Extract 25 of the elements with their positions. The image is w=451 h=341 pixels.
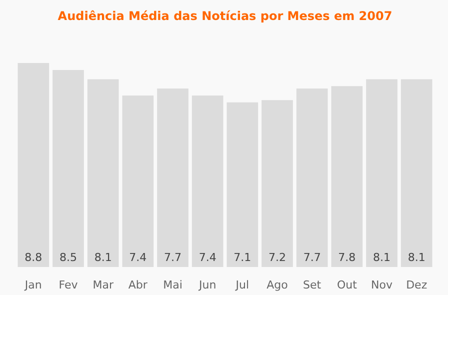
data-label: 7.7 bbox=[303, 251, 321, 264]
x-tick-label: Dez bbox=[406, 278, 428, 292]
x-tick-label: Mai bbox=[163, 278, 182, 292]
data-label: 7.2 bbox=[268, 251, 286, 264]
x-tick-label: Abr bbox=[128, 278, 148, 292]
data-label: 7.4 bbox=[198, 251, 216, 264]
x-tick-label: Mar bbox=[92, 278, 114, 292]
data-label: 8.1 bbox=[373, 251, 390, 264]
x-tick-label: Fev bbox=[58, 278, 78, 292]
x-tick-label: Jan bbox=[24, 278, 42, 292]
data-label: 7.7 bbox=[164, 251, 182, 264]
x-tick-label: Set bbox=[303, 278, 322, 292]
x-tick-label: Jun bbox=[198, 278, 216, 292]
x-tick-label: Nov bbox=[371, 278, 393, 292]
data-label: 8.1 bbox=[94, 251, 112, 264]
data-label: 8.8 bbox=[24, 251, 42, 264]
chart-title: Audiência Média das Notícias por Meses em 2007 bbox=[58, 9, 392, 23]
data-label: 8.5 bbox=[60, 251, 77, 264]
data-label: 7.8 bbox=[338, 251, 356, 264]
data-label: 8.1 bbox=[408, 251, 426, 264]
x-tick-label: Out bbox=[336, 278, 358, 292]
data-label: 7.1 bbox=[234, 251, 252, 264]
x-tick-label: Jul bbox=[234, 278, 250, 292]
x-tick-label: Ago bbox=[266, 278, 288, 292]
data-label: 7.4 bbox=[129, 251, 147, 264]
